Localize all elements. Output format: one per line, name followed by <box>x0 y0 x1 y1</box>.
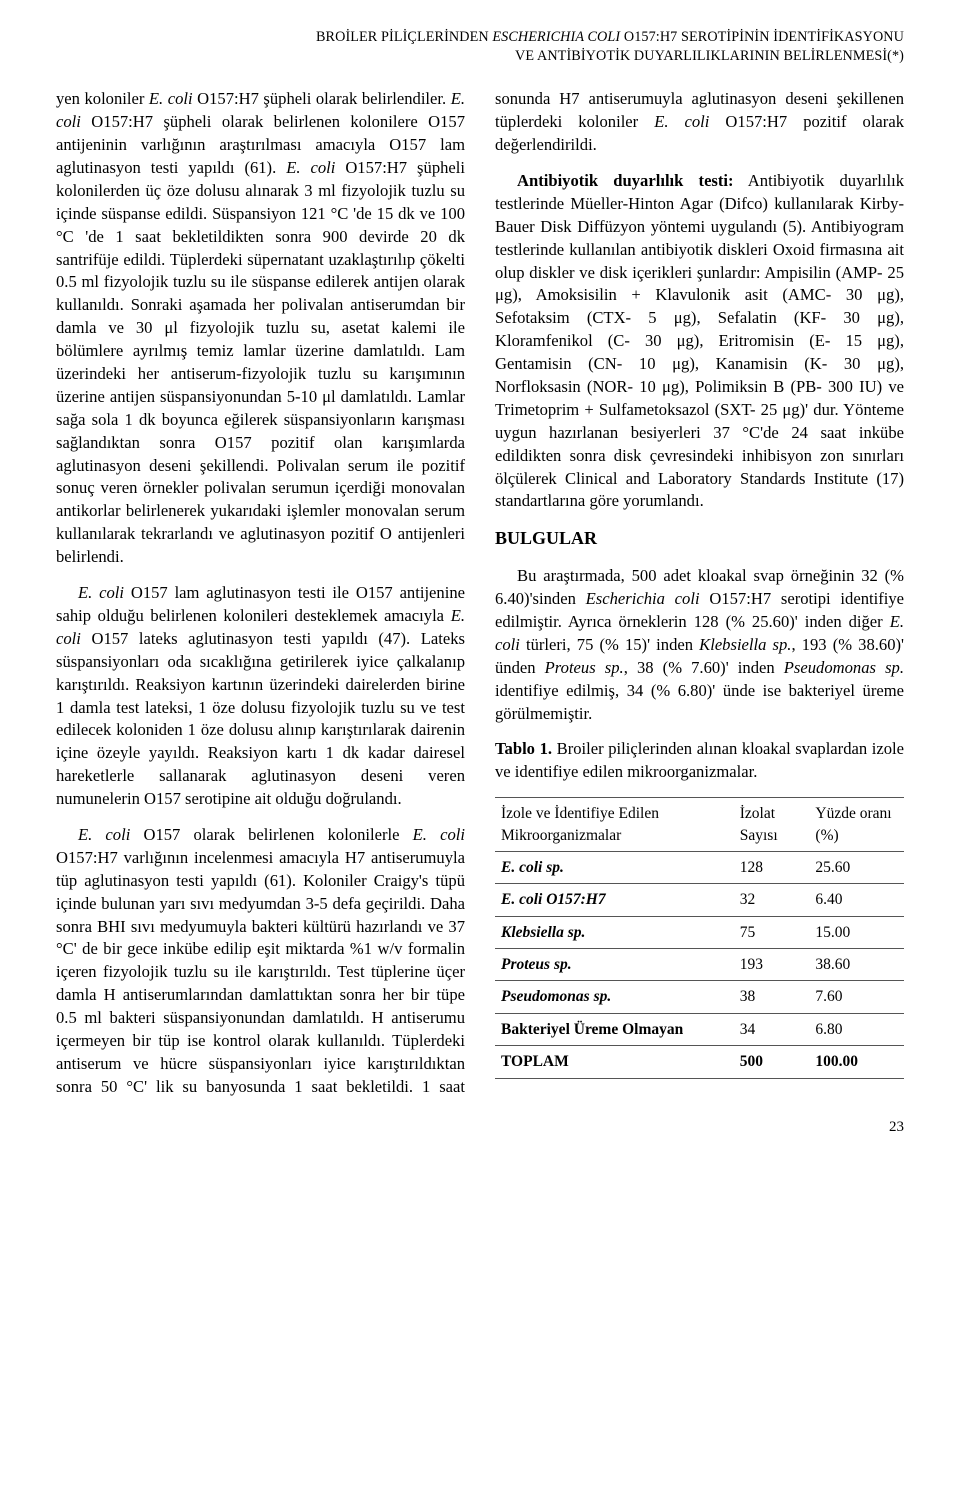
p3-species2: E. coli <box>413 825 465 844</box>
table-header-col3: Yüzde oranı (%) <box>809 798 904 852</box>
table-cell-name: E. coli sp. <box>495 851 734 883</box>
p5-species: Escherichia coli <box>586 589 700 608</box>
table-cell-isolate: 38 <box>734 981 810 1013</box>
table-cell-isolate: 34 <box>734 1013 810 1045</box>
p3-text2: O157:H7 varlığının incelenmesi amacıyla … <box>56 848 465 1050</box>
section-heading-bulgular: BULGULAR <box>495 526 904 551</box>
p4-body: Antibiyotik duyarlılık testlerinde Müell… <box>495 171 904 510</box>
table-cell-percent: 7.60 <box>809 981 904 1013</box>
table-cell-isolate: 75 <box>734 916 810 948</box>
table-cell-percent: 15.00 <box>809 916 904 948</box>
page-number: 23 <box>56 1117 904 1138</box>
table-row: E. coli O157:H7 32 6.40 <box>495 884 904 916</box>
p1-text: yen koloniler <box>56 89 149 108</box>
p5-text3: türleri, 75 (% 15)' inden <box>520 635 699 654</box>
table-cell-percent: 6.80 <box>809 1013 904 1045</box>
table-row: Proteus sp. 193 38.60 <box>495 949 904 981</box>
p1-text2: O157:H7 şüpheli olarak belirlendiler. <box>193 89 451 108</box>
table-cell-percent: 100.00 <box>809 1046 904 1078</box>
table-cell-percent: 6.40 <box>809 884 904 916</box>
table-body: E. coli sp. 128 25.60 E. coli O157:H7 32… <box>495 851 904 1078</box>
table-header-col1: İzole ve İdentifiye Edilen Mikroorganizm… <box>495 798 734 852</box>
p5-species5: Pseudomonas sp. <box>784 658 904 677</box>
table-1-caption: Tablo 1. Broiler piliçlerinden alınan kl… <box>495 738 904 784</box>
table-cell-name-text: E. coli O157:H7 <box>501 891 606 908</box>
paragraph-1: yen koloniler E. coli O157:H7 şüpheli ol… <box>56 88 465 569</box>
header-line2: VE ANTİBİYOTİK DUYARLILIKLARININ BELİRLE… <box>56 47 904 66</box>
p1-text4: O157:H7 şüpheli kolonilerden üç öze dolu… <box>56 158 465 566</box>
table-cell-name: E. coli O157:H7 <box>495 884 734 916</box>
table-row: Pseudomonas sp. 38 7.60 <box>495 981 904 1013</box>
table-cell-name: Klebsiella sp. <box>495 916 734 948</box>
table-row: Klebsiella sp. 75 15.00 <box>495 916 904 948</box>
table-header-row: İzole ve İdentifiye Edilen Mikroorganizm… <box>495 798 904 852</box>
body-columns: yen koloniler E. coli O157:H7 şüpheli ol… <box>56 88 904 1098</box>
table-cell-percent: 25.60 <box>809 851 904 883</box>
p3-species3: E. coli <box>654 112 709 131</box>
header-line1-pre: BROİLER PİLİÇLERİNDEN <box>316 29 492 45</box>
p2-text2: O157 lateks aglutinasyon testi yapıldı (… <box>56 629 465 808</box>
table-row: E. coli sp. 128 25.60 <box>495 851 904 883</box>
table-cell-isolate: 193 <box>734 949 810 981</box>
p4-label: Antibiyotik duyarlılık testi: <box>517 171 734 190</box>
p5-text6: identifiye edilmiş, 34 (% 6.80)' ünde is… <box>495 681 904 723</box>
p1-species: E. coli <box>149 89 193 108</box>
table-cell-name: Proteus sp. <box>495 949 734 981</box>
table-caption-text: Broiler piliçlerinden alınan kloakal sva… <box>495 739 904 781</box>
header-line1-post: O157:H7 SEROTİPİNİN İDENTİFİKASYONU <box>620 29 904 45</box>
p1-species3: E. coli <box>286 158 335 177</box>
table-row: Bakteriyel Üreme Olmayan 34 6.80 <box>495 1013 904 1045</box>
table-1-wrap: Tablo 1. Broiler piliçlerinden alınan kl… <box>495 738 904 1078</box>
p5-species3: Klebsiella sp. <box>699 635 791 654</box>
table-cell-percent: 38.60 <box>809 949 904 981</box>
table-1: İzole ve İdentifiye Edilen Mikroorganizm… <box>495 797 904 1078</box>
paragraph-5: Bu araştırmada, 500 adet kloakal svap ör… <box>495 565 904 725</box>
table-header-col2: İzolat Sayısı <box>734 798 810 852</box>
paragraph-2: E. coli O157 lam aglutinasyon testi ile … <box>56 582 465 811</box>
table-cell-name: Pseudomonas sp. <box>495 981 734 1013</box>
p3-species: E. coli <box>78 825 130 844</box>
table-caption-label: Tablo 1. <box>495 739 552 758</box>
p2-species: E. coli <box>78 583 124 602</box>
header-line1-italic: ESCHERICHIA COLI <box>492 29 620 45</box>
p5-text5: , 38 (% 7.60)' inden <box>624 658 784 677</box>
table-row-total: TOPLAM 500 100.00 <box>495 1046 904 1078</box>
table-cell-name: Bakteriyel Üreme Olmayan <box>495 1013 734 1045</box>
p3-text: O157 olarak belirlenen kolonilerle <box>130 825 412 844</box>
table-cell-isolate: 128 <box>734 851 810 883</box>
table-cell-isolate: 32 <box>734 884 810 916</box>
running-header: BROİLER PİLİÇLERİNDEN ESCHERICHIA COLI O… <box>56 28 904 66</box>
paragraph-4: Antibiyotik duyarlılık testi: Antibiyoti… <box>495 170 904 513</box>
p5-species4: Proteus sp. <box>545 658 624 677</box>
table-cell-name: TOPLAM <box>495 1046 734 1078</box>
table-cell-isolate: 500 <box>734 1046 810 1078</box>
